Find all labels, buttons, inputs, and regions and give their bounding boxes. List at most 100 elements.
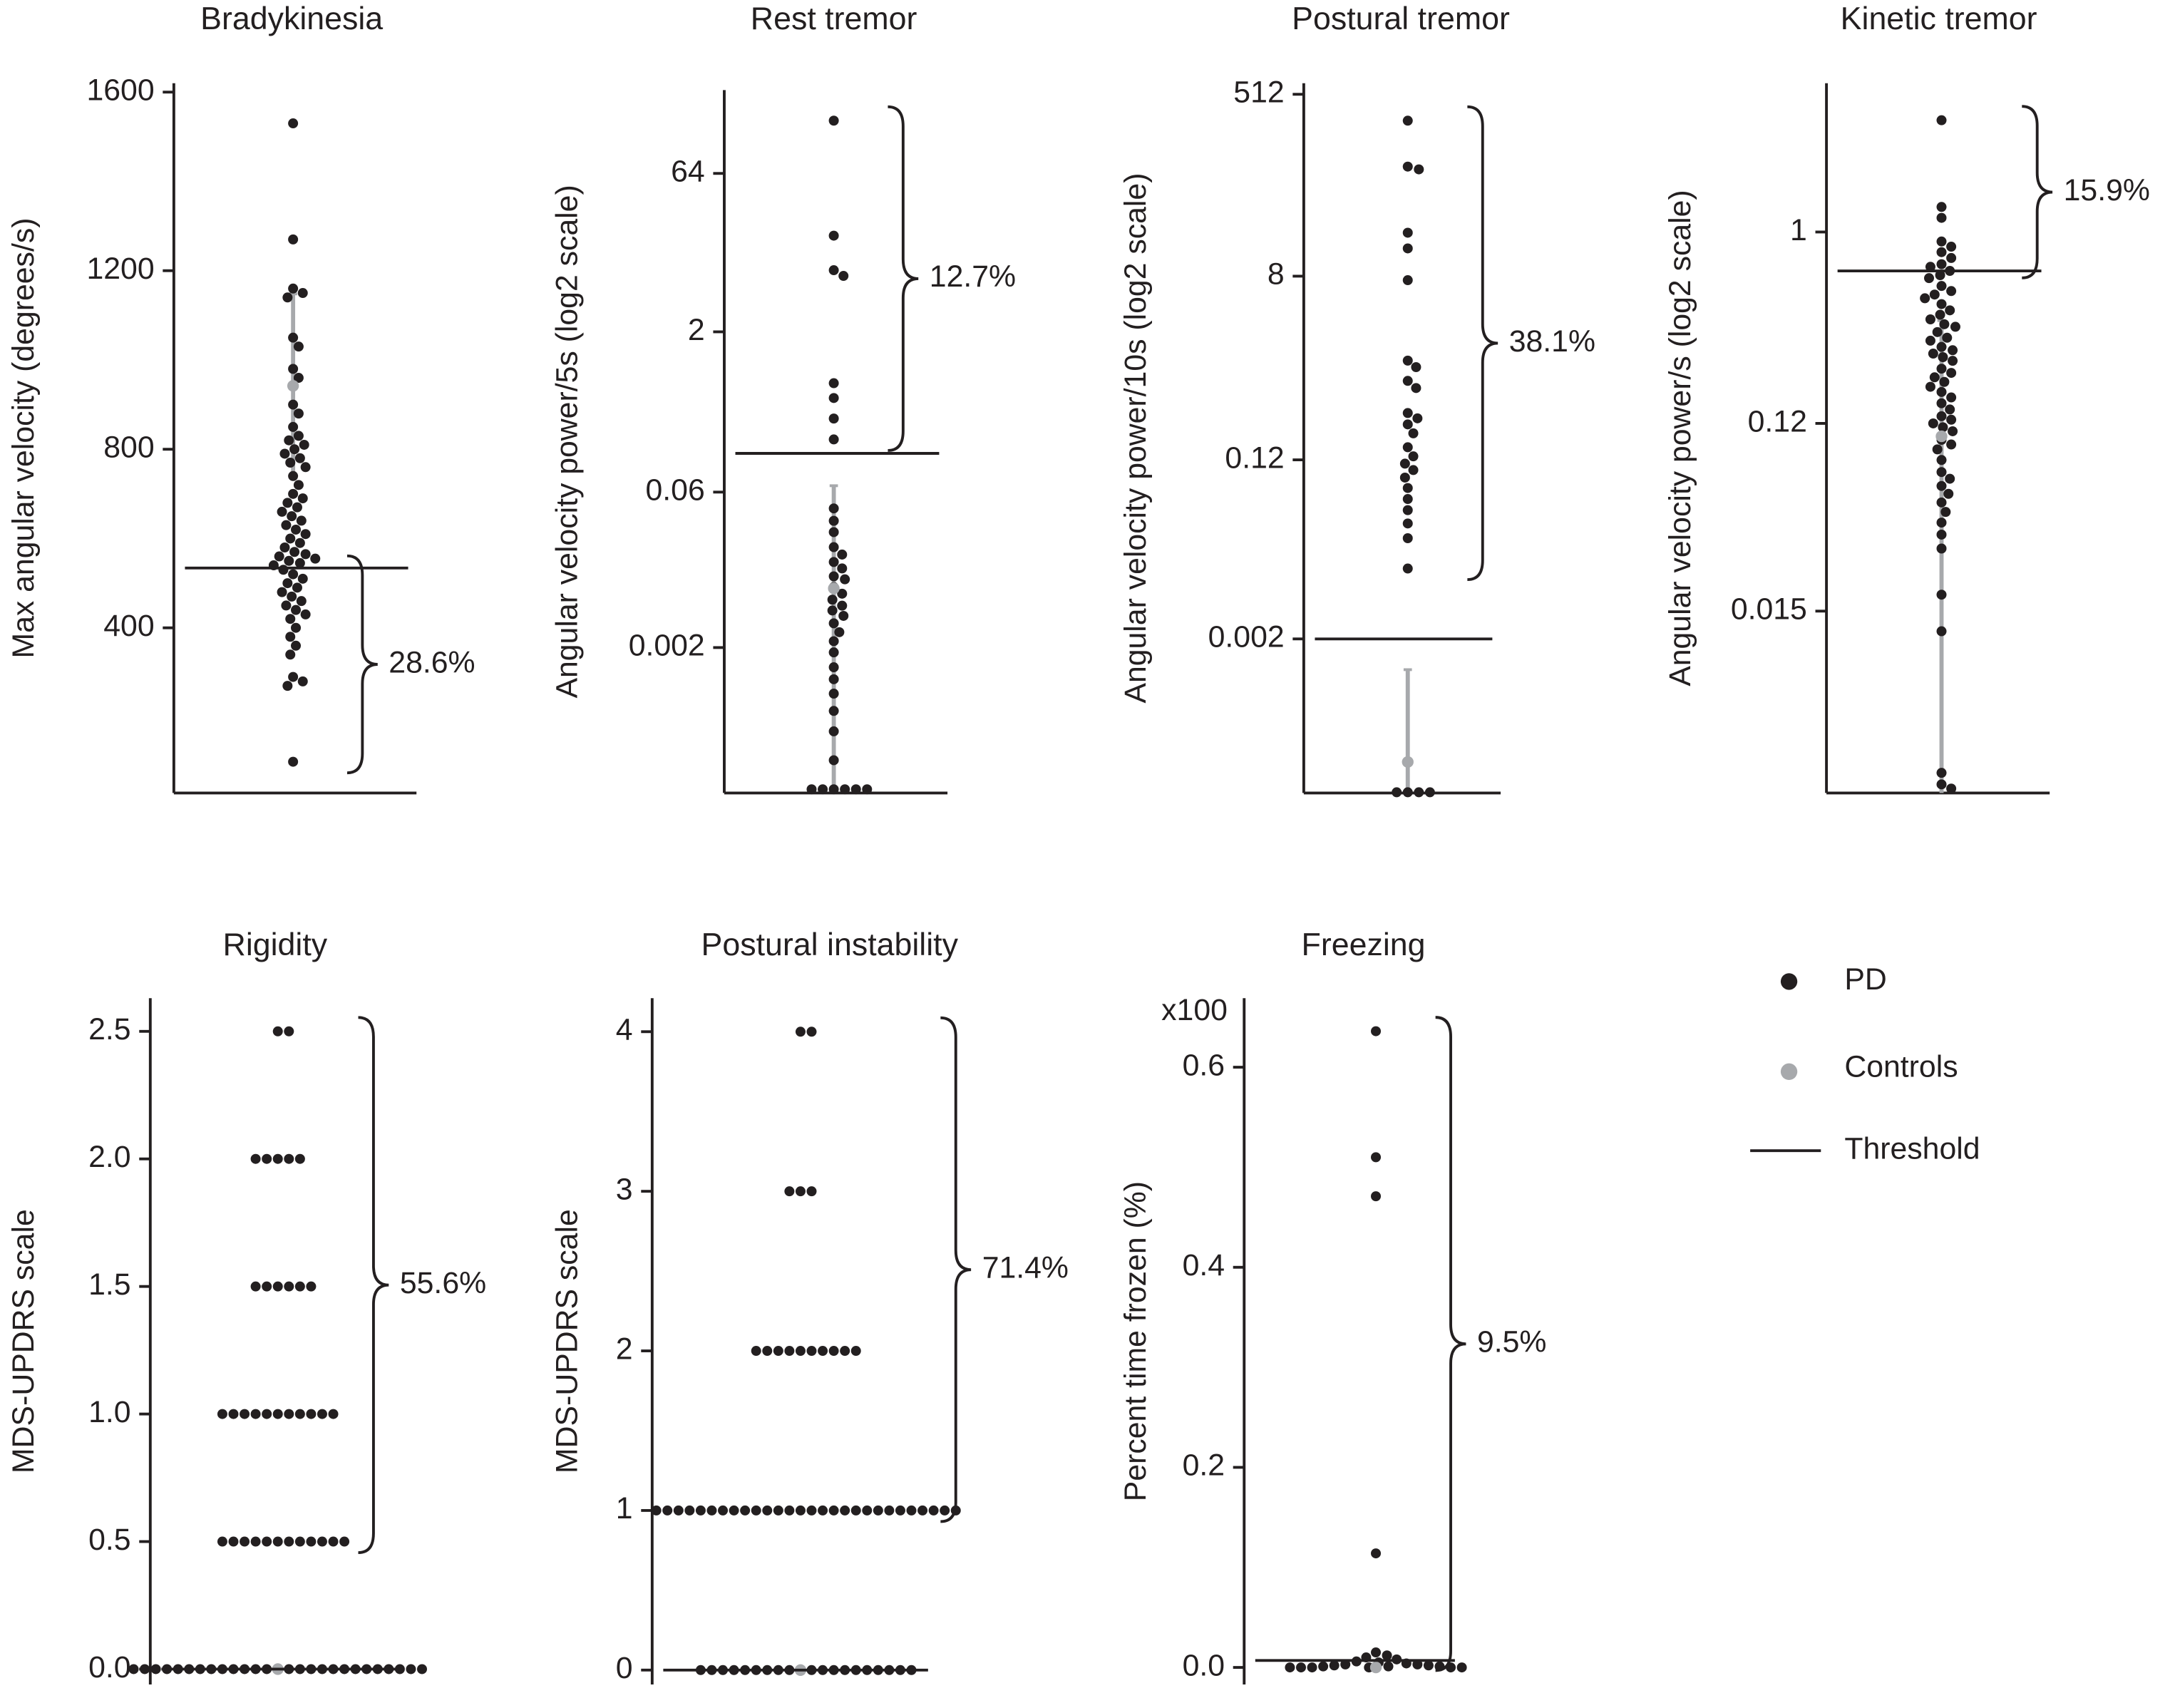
pd-dot [828,706,839,716]
pd-dot [818,1346,828,1357]
pd-dot [828,726,839,736]
pd-dot [828,647,839,658]
legend: PD Controls Threshold [1750,962,1980,1166]
pd-dot [828,689,839,699]
pd-dot [673,1505,684,1516]
chart-title: Postural instability [701,927,959,962]
pd-dot [288,283,299,294]
pd-dot [288,364,299,374]
y-tick-label: 1200 [87,252,155,286]
pd-dot [1424,787,1435,798]
annotation: 55.6% [400,1266,486,1300]
pd-dot [1936,341,1947,352]
pd-dot [1402,483,1413,493]
pd-dot [1936,518,1947,528]
pd-dot [828,265,839,276]
pd-dot [293,408,304,419]
pd-dot [217,1409,227,1419]
pd-dot [837,588,848,599]
pd-dot [838,610,849,621]
pd-dot [840,1505,850,1516]
pd-dot [1936,115,1947,125]
pd-dot [1923,273,1934,284]
pd-dot [262,1153,272,1164]
pd-dot [1408,428,1419,438]
pd-dot [840,1346,850,1357]
y-tick-label: 1.0 [88,1395,130,1429]
pd-dot [806,1346,817,1357]
pd-dot [291,605,302,615]
pd-dot [1423,1660,1434,1671]
pd-dot [862,1505,873,1516]
pd-dot [1935,309,1945,320]
pd-dot [840,784,850,795]
pd-dot [1411,383,1421,393]
pd-dot [1402,518,1413,529]
pd-dot [297,493,308,504]
pd-dot [1929,289,1940,300]
pd-dot [828,527,839,537]
pd-dot [1932,326,1943,337]
pd-dot [288,488,299,499]
pd-dot [284,1409,294,1419]
pd-dot [1402,115,1413,126]
pd-dot [1936,768,1947,778]
pd-dot [1948,426,1958,436]
pd-dot [284,435,294,446]
pd-dot [288,234,299,245]
y-tick-label: 1.5 [88,1267,130,1302]
pd-dot [278,565,289,575]
pd-dot [277,506,287,517]
pd-dot [1399,458,1410,469]
bracket [888,105,919,452]
pd-dot [294,537,305,548]
pd-dot [1371,1548,1382,1559]
pd-dot [1932,444,1943,455]
pd-dot [262,1536,272,1547]
pd-dot [250,1281,261,1292]
bracket [1435,1016,1466,1672]
pd-dot [306,1409,317,1419]
controls-mean [287,380,299,392]
pd-dot [288,470,299,481]
pd-dot [884,1505,895,1516]
pd-dot [250,1409,261,1419]
pd-dot [288,672,299,682]
pd-dot [1936,259,1947,269]
y-axis-label: Angular velocity power/10s (log2 scale) [1119,173,1153,704]
y-tick-label: 4 [616,1013,633,1047]
pd-dot [1938,352,1948,363]
pd-dot [297,676,308,686]
pd-dot [828,674,839,684]
pd-dot [228,1409,239,1419]
pd-dot [1945,305,1955,316]
pd-dot [128,1664,139,1674]
pd-dot [1412,413,1423,423]
pd-dot [928,1505,939,1516]
pd-dot [1935,269,1945,280]
pd-dot [1925,335,1935,346]
annotation: 12.7% [930,259,1016,294]
pd-dot [228,1536,239,1547]
pd-dot [299,439,309,450]
pd-dot [1946,368,1957,379]
pd-dot [1402,563,1413,574]
annotation: 71.4% [982,1250,1069,1285]
pd-dot [806,1027,817,1037]
y-tick-label: 2 [616,1332,633,1366]
pd-dot [293,480,304,490]
pd-dot [828,618,839,629]
pd-dot [1340,1659,1351,1670]
pd-dot [850,1505,861,1516]
pd-dot [292,502,302,513]
pd-dot [272,1153,283,1164]
pd-dot [1414,164,1424,175]
pd-dot [1936,247,1947,257]
pd-dot [240,1536,250,1547]
pd-dot [274,551,284,562]
pd-dot [1936,455,1947,465]
pd-dot [906,1505,917,1516]
pd-dot [284,555,294,566]
